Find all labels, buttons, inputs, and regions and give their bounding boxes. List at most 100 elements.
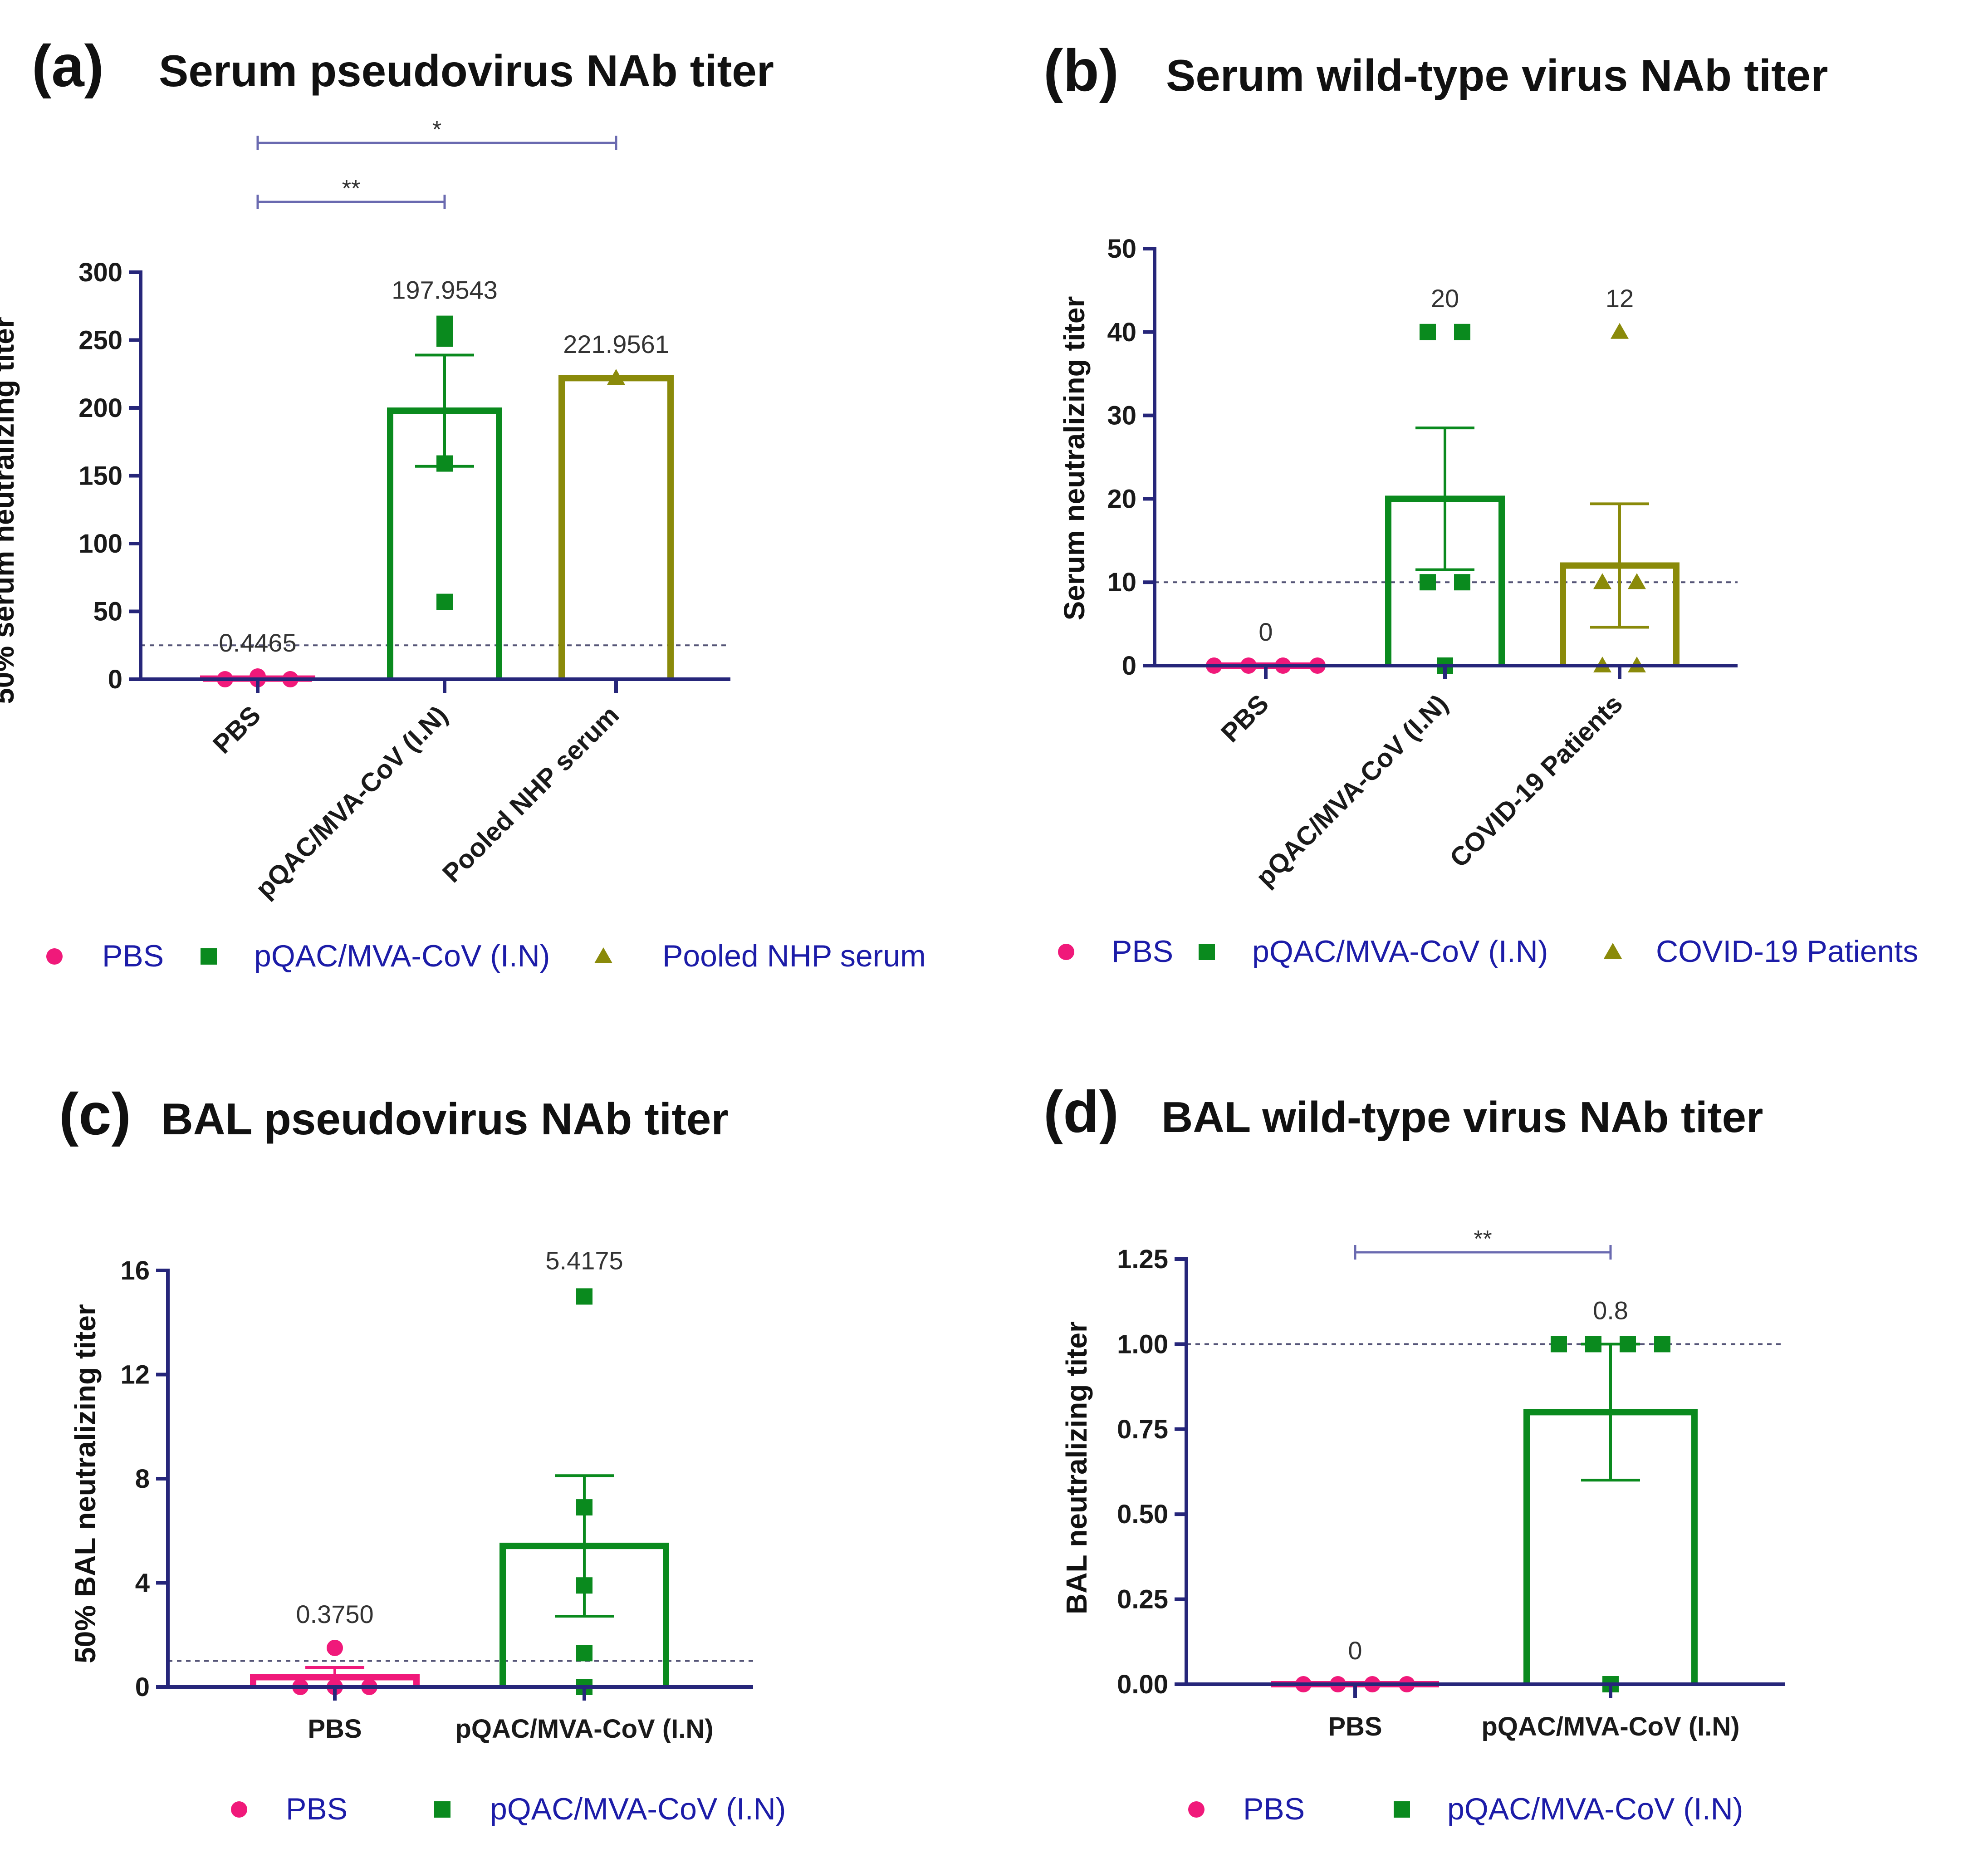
y-tick-label-0: 0.00 [1117,1670,1168,1699]
panel-d: (d) BAL wild-type virus NAb titer BAL neut… [1043,1079,1785,1826]
significance-label-1: ** [342,176,360,202]
legend-label-2: Pooled NHP serum [662,939,926,973]
data-point-1-1 [1585,1336,1601,1353]
legend-label-1: pQAC/MVA-CoV (I.N) [1252,934,1548,969]
category-label-0: PBS [207,700,266,759]
y-tick-label-1: 10 [1107,568,1136,597]
category-label-1: pQAC/MVA-CoV (I.N) [250,700,453,903]
y-tick-label-5: 250 [78,326,122,355]
panel-title: Serum wild-type virus NAb titer [1166,50,1828,100]
mean-label-1: 20 [1431,284,1459,313]
category-label-0: PBS [308,1714,362,1744]
y-tick-label-3: 30 [1107,401,1136,431]
category-label-0: PBS [1328,1712,1382,1741]
data-point-1-2 [576,1577,592,1594]
legend-label-0: PBS [1112,934,1173,969]
legend-marker-0 [1188,1801,1205,1818]
y-axis-label: 50% serum neutralizing titer [0,317,20,704]
y-tick-label-4: 1.00 [1117,1329,1168,1359]
panel-label: (b) [1043,37,1119,103]
bar-2 [558,375,674,679]
panel-b: (b) Serum wild-type virus NAb titer Serum … [1043,37,1918,969]
mean-label-2: 12 [1606,284,1634,313]
data-point-1-2 [1620,1336,1636,1353]
mean-label-2: 221.9561 [563,330,669,358]
mean-label-1: 0.8 [1593,1296,1628,1324]
legend-label-0: PBS [286,1792,348,1826]
mean-label-0: 0 [1258,618,1273,646]
y-tick-label-0: 0 [135,1672,150,1702]
y-axis-label: 50% BAL neutralizing titer [69,1304,102,1663]
y-tick-label-4: 40 [1107,318,1136,347]
data-point-1-2 [436,319,453,336]
legend-marker-1 [1394,1801,1410,1818]
panel-label: (d) [1043,1079,1119,1145]
legend-marker-2 [1604,943,1622,959]
data-point-1-0 [1420,324,1436,340]
data-point-1-4 [436,593,453,610]
legend-marker-0 [46,948,63,965]
y-tick-label-4: 16 [120,1256,150,1285]
mean-label-0: 0 [1348,1636,1362,1665]
panel-c: (c) BAL pseudovirus NAb titer 50% BAL neut… [59,1081,786,1826]
y-tick-label-3: 12 [120,1360,150,1390]
legend-marker-0 [1058,944,1074,960]
y-tick-label-2: 8 [135,1464,150,1494]
y-tick-label-1: 0.25 [1117,1585,1168,1614]
significance-bracket-1 [256,195,446,209]
data-point-1-3 [436,455,453,472]
data-point-2-1 [1593,573,1611,589]
y-tick-label-2: 20 [1107,484,1136,514]
panel-title: BAL pseudovirus NAb titer [161,1094,729,1144]
legend-label-0: PBS [1243,1792,1305,1826]
y-axis-label: BAL neutralizing titer [1060,1321,1093,1614]
legend-marker-1 [434,1801,450,1818]
legend-marker-2 [594,947,612,963]
mean-label-0: 0.4465 [219,628,296,657]
legend-marker-1 [201,948,217,965]
panel-label: (c) [59,1081,131,1147]
y-tick-label-0: 0 [1122,651,1136,681]
legend-label-1: pQAC/MVA-CoV (I.N) [1447,1792,1743,1826]
category-label-1: pQAC/MVA-CoV (I.N) [455,1714,713,1744]
significance-label-0: ** [1474,1226,1492,1252]
data-point-1-2 [1420,574,1436,591]
significance-label-0: * [432,117,441,143]
legend-label-2: COVID-19 Patients [1656,934,1918,969]
y-tick-label-5: 1.25 [1117,1245,1168,1274]
y-tick-label-2: 100 [78,529,122,559]
data-point-2-0 [1611,323,1629,339]
panel-title: Serum pseudovirus NAb titer [159,46,774,96]
data-point-1-3 [1454,574,1470,591]
data-point-1-3 [1654,1336,1670,1353]
panel-title: BAL wild-type virus NAb titer [1161,1093,1763,1142]
mean-label-1: 197.9543 [392,276,498,304]
y-tick-label-0: 0 [108,665,122,694]
y-tick-label-1: 4 [135,1569,150,1598]
y-tick-label-5: 50 [1107,234,1136,264]
panel-a: (a) Serum pseudovirus NAb titer 50% serum … [0,33,926,973]
category-label-2: COVID-19 Patients [1444,689,1628,873]
y-tick-label-3: 150 [78,461,122,491]
category-label-1: pQAC/MVA-CoV (I.N) [1481,1712,1739,1741]
significance-bracket-0 [1354,1245,1612,1260]
y-tick-label-2: 0.50 [1117,1500,1168,1529]
legend-marker-1 [1199,944,1215,960]
data-point-1-0 [1551,1336,1567,1353]
y-tick-label-1: 50 [93,597,122,627]
legend-label-0: PBS [102,939,164,973]
category-label-0: PBS [1215,689,1274,748]
significance-bracket-0 [256,136,617,150]
legend-label-1: pQAC/MVA-CoV (I.N) [254,939,550,973]
panel-label: (a) [32,33,104,99]
y-tick-label-6: 300 [78,258,122,287]
data-point-1-3 [576,1645,592,1662]
category-label-2: Pooled NHP serum [437,700,625,888]
data-point-1-1 [1454,324,1470,340]
data-point-2-0 [607,369,625,385]
legend-marker-0 [231,1801,247,1818]
y-tick-label-4: 200 [78,393,122,423]
data-point-0-0 [327,1639,343,1656]
category-label-1: pQAC/MVA-CoV (I.N) [1250,689,1454,892]
y-axis-label: Serum neutralizing titer [1058,296,1091,621]
